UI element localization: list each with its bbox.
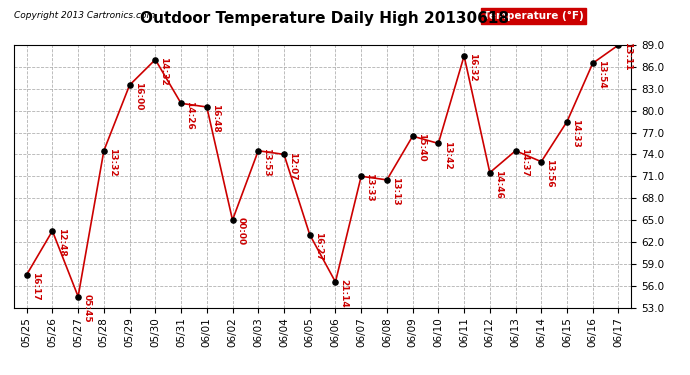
Point [355, 173, 366, 179]
Point [587, 60, 598, 66]
Point [304, 232, 315, 238]
Text: 14:33: 14:33 [571, 119, 580, 147]
Text: Temperature (°F): Temperature (°F) [483, 11, 584, 21]
Point [382, 177, 393, 183]
Point [124, 82, 135, 88]
Text: 14:46: 14:46 [494, 170, 503, 199]
Point [99, 148, 110, 154]
Point [227, 217, 238, 223]
Text: Outdoor Temperature Daily High 20130618: Outdoor Temperature Daily High 20130618 [140, 11, 509, 26]
Text: 16:48: 16:48 [211, 104, 220, 133]
Text: 00:00: 00:00 [237, 217, 246, 245]
Point [47, 228, 58, 234]
Text: 13:42: 13:42 [442, 141, 451, 170]
Point [330, 279, 341, 285]
Point [201, 104, 213, 110]
Text: 16:00: 16:00 [134, 82, 143, 111]
Text: 13:53: 13:53 [262, 148, 271, 177]
Text: 13:13: 13:13 [391, 177, 400, 206]
Text: 12:48: 12:48 [57, 228, 66, 257]
Text: 05:45: 05:45 [82, 294, 91, 322]
Point [510, 148, 521, 154]
Text: 14:32: 14:32 [159, 57, 168, 86]
Point [279, 152, 290, 157]
Point [21, 272, 32, 278]
Text: 16:27: 16:27 [314, 232, 323, 261]
Point [433, 141, 444, 147]
Text: 14:26: 14:26 [185, 100, 194, 129]
Text: 15:40: 15:40 [417, 134, 426, 162]
Point [253, 148, 264, 154]
Text: 13:54: 13:54 [597, 60, 606, 89]
Text: 21:14: 21:14 [339, 279, 348, 308]
Point [459, 53, 470, 59]
Text: 12:07: 12:07 [288, 152, 297, 180]
Text: 16:17: 16:17 [31, 272, 40, 301]
Point [535, 159, 546, 165]
Text: 14:37: 14:37 [520, 148, 529, 177]
Point [72, 294, 83, 300]
Point [484, 170, 495, 176]
Text: 13:56: 13:56 [546, 159, 555, 188]
Text: Copyright 2013 Cartronics.com: Copyright 2013 Cartronics.com [14, 11, 155, 20]
Point [407, 133, 418, 139]
Point [175, 100, 186, 106]
Text: 13:32: 13:32 [108, 148, 117, 177]
Text: 13:11: 13:11 [622, 42, 631, 71]
Point [562, 118, 573, 124]
Text: 13:33: 13:33 [365, 174, 375, 202]
Point [613, 42, 624, 48]
Point [150, 57, 161, 63]
Text: 16:32: 16:32 [469, 53, 477, 82]
